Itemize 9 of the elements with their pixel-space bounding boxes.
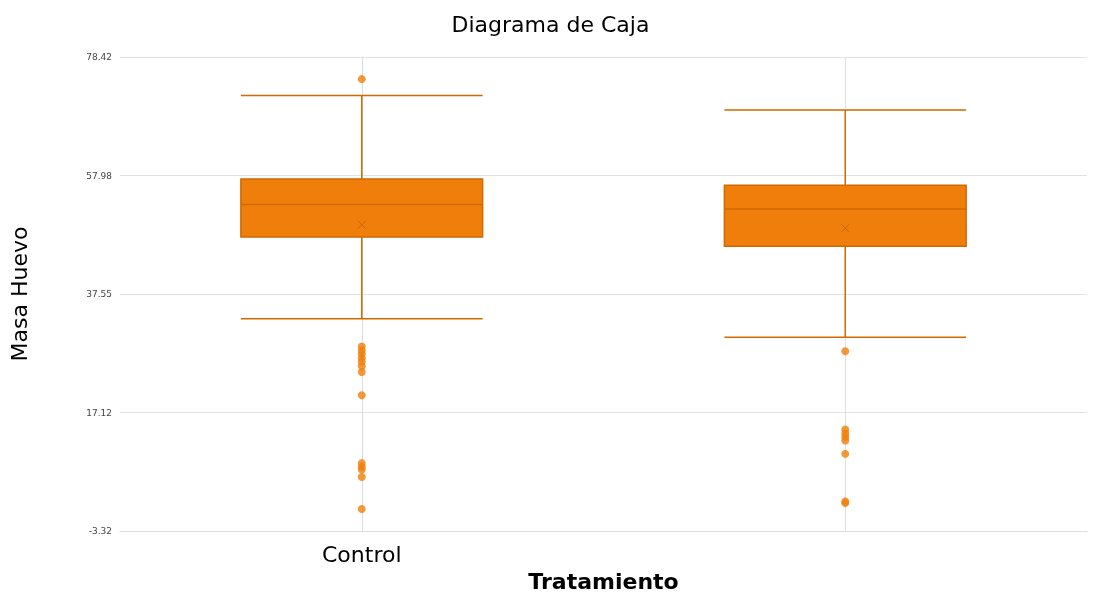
y-tick-label: 78.42 bbox=[86, 52, 112, 62]
y-tick-label: 17.12 bbox=[86, 407, 112, 418]
y-axis-title: Masa Huevo bbox=[6, 226, 32, 362]
x-axis-title: Tratamiento bbox=[528, 568, 679, 594]
y-tick-label: 57.98 bbox=[86, 170, 113, 181]
y-tick-label: -3.32 bbox=[88, 526, 112, 537]
x-tick-label: Control bbox=[321, 541, 402, 567]
chart-title: Diagrama de Caja bbox=[451, 11, 650, 37]
y-tick-label: 37.55 bbox=[86, 289, 112, 300]
